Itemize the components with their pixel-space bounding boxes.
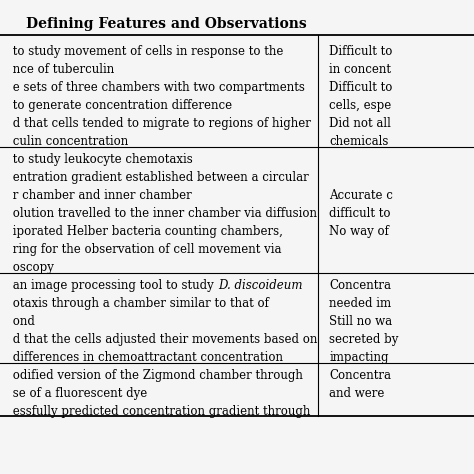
Text: Accurate c: Accurate c (329, 189, 393, 202)
Text: essfully predicted concentration gradient through: essfully predicted concentration gradien… (9, 405, 311, 418)
Text: nce of tuberculin: nce of tuberculin (9, 63, 115, 76)
Text: ond: ond (9, 315, 36, 328)
Text: difficult to: difficult to (329, 207, 391, 220)
Text: D. discoideum: D. discoideum (218, 279, 302, 292)
Text: d that cells tended to migrate to regions of higher: d that cells tended to migrate to region… (9, 117, 311, 130)
Text: Difficult to: Difficult to (329, 45, 393, 58)
Text: to study movement of cells in response to the: to study movement of cells in response t… (9, 45, 284, 58)
Text: d that the cells adjusted their movements based on: d that the cells adjusted their movement… (9, 333, 318, 346)
Text: in concent: in concent (329, 63, 392, 76)
Text: differences in chemoattractant concentration: differences in chemoattractant concentra… (9, 351, 283, 364)
Text: to study leukocyte chemotaxis: to study leukocyte chemotaxis (9, 153, 193, 166)
Text: otaxis through a chamber similar to that of: otaxis through a chamber similar to that… (9, 297, 269, 310)
Text: Concentra: Concentra (329, 369, 392, 382)
Text: Difficult to: Difficult to (329, 81, 393, 94)
Text: entration gradient established between a circular: entration gradient established between a… (9, 171, 309, 184)
Text: Defining Features and Observations: Defining Features and Observations (26, 17, 306, 31)
Text: odified version of the Zigmond chamber through: odified version of the Zigmond chamber t… (9, 369, 303, 382)
Text: impacting: impacting (329, 351, 389, 364)
Text: iporated Helber bacteria counting chambers,: iporated Helber bacteria counting chambe… (9, 225, 283, 238)
Text: needed im: needed im (329, 297, 392, 310)
Text: culin concentration: culin concentration (9, 135, 129, 148)
Text: se of a fluorescent dye: se of a fluorescent dye (9, 387, 148, 400)
Text: cells, espe: cells, espe (329, 99, 392, 112)
Text: Did not all: Did not all (329, 117, 392, 130)
Text: olution travelled to the inner chamber via diffusion: olution travelled to the inner chamber v… (9, 207, 318, 220)
Text: e sets of three chambers with two compartments: e sets of three chambers with two compar… (9, 81, 305, 94)
Text: No way of: No way of (329, 225, 389, 238)
Text: Concentra: Concentra (329, 279, 392, 292)
Text: an image processing tool to study: an image processing tool to study (9, 279, 218, 292)
Text: secreted by: secreted by (329, 333, 399, 346)
Text: ring for the observation of cell movement via: ring for the observation of cell movemen… (9, 243, 282, 256)
Text: Still no wa: Still no wa (329, 315, 392, 328)
Text: chemicals: chemicals (329, 135, 389, 148)
Text: oscopy: oscopy (9, 261, 55, 274)
Text: to generate concentration difference: to generate concentration difference (9, 99, 233, 112)
Text: r chamber and inner chamber: r chamber and inner chamber (9, 189, 192, 202)
Text: and were: and were (329, 387, 385, 400)
